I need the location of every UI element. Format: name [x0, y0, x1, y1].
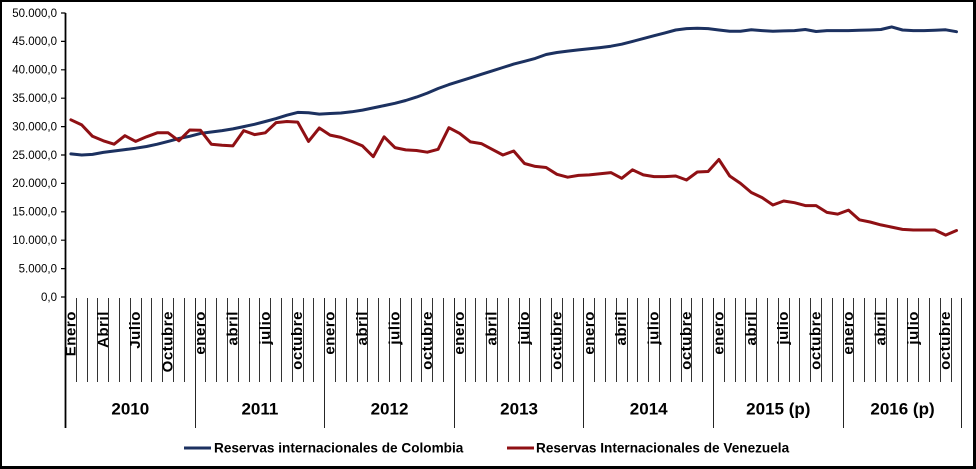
svg-text:10.000,0: 10.000,0: [12, 235, 57, 247]
svg-text:0,0: 0,0: [41, 292, 57, 304]
svg-text:abril: abril: [484, 311, 501, 345]
svg-text:julio: julio: [516, 311, 533, 346]
svg-text:enero: enero: [840, 311, 857, 355]
svg-text:35.000,0: 35.000,0: [12, 93, 57, 105]
svg-text:octubre: octubre: [548, 311, 565, 370]
svg-text:Reservas Internacionales de Ve: Reservas Internacionales de Venezuela: [536, 441, 790, 456]
svg-text:octubre: octubre: [289, 311, 306, 370]
svg-text:abril: abril: [613, 311, 630, 345]
svg-text:octubre: octubre: [678, 311, 695, 370]
svg-text:julio: julio: [386, 311, 403, 346]
svg-text:50.000,0: 50.000,0: [12, 8, 57, 20]
svg-text:2012: 2012: [371, 400, 409, 419]
svg-text:Reservas internacionales de Co: Reservas internacionales de Colombia: [214, 441, 464, 456]
svg-text:2014: 2014: [630, 400, 668, 419]
svg-text:enero: enero: [581, 311, 598, 355]
svg-text:enero: enero: [322, 311, 339, 355]
svg-text:abril: abril: [354, 311, 371, 345]
svg-text:octubre: octubre: [808, 311, 825, 370]
svg-text:40.000,0: 40.000,0: [12, 65, 57, 77]
svg-text:julio: julio: [646, 311, 663, 346]
svg-text:20.000,0: 20.000,0: [12, 178, 57, 190]
svg-text:enero: enero: [451, 311, 468, 355]
svg-text:Julio: Julio: [127, 311, 144, 349]
svg-text:2010: 2010: [111, 400, 149, 419]
svg-text:abril: abril: [743, 311, 760, 345]
svg-text:julio: julio: [257, 311, 274, 346]
svg-text:15.000,0: 15.000,0: [12, 207, 57, 219]
svg-text:45.000,0: 45.000,0: [12, 36, 57, 48]
svg-text:2015 (p): 2015 (p): [746, 400, 810, 419]
svg-text:julio: julio: [775, 311, 792, 346]
svg-text:Enero: Enero: [62, 311, 79, 356]
svg-text:2016 (p): 2016 (p): [870, 400, 934, 419]
svg-text:abril: abril: [224, 311, 241, 345]
svg-text:enero: enero: [710, 311, 727, 355]
svg-text:enero: enero: [192, 311, 209, 355]
svg-text:Octubre: Octubre: [160, 311, 177, 372]
svg-text:octubre: octubre: [937, 311, 954, 370]
svg-text:Abril: Abril: [95, 311, 112, 348]
svg-text:abril: abril: [872, 311, 889, 345]
svg-text:julio: julio: [905, 311, 922, 346]
svg-text:octubre: octubre: [419, 311, 436, 370]
svg-text:25.000,0: 25.000,0: [12, 150, 57, 162]
svg-text:2011: 2011: [241, 400, 278, 419]
svg-text:5.000,0: 5.000,0: [19, 263, 57, 275]
svg-text:2013: 2013: [500, 400, 538, 419]
svg-text:30.000,0: 30.000,0: [12, 121, 57, 133]
